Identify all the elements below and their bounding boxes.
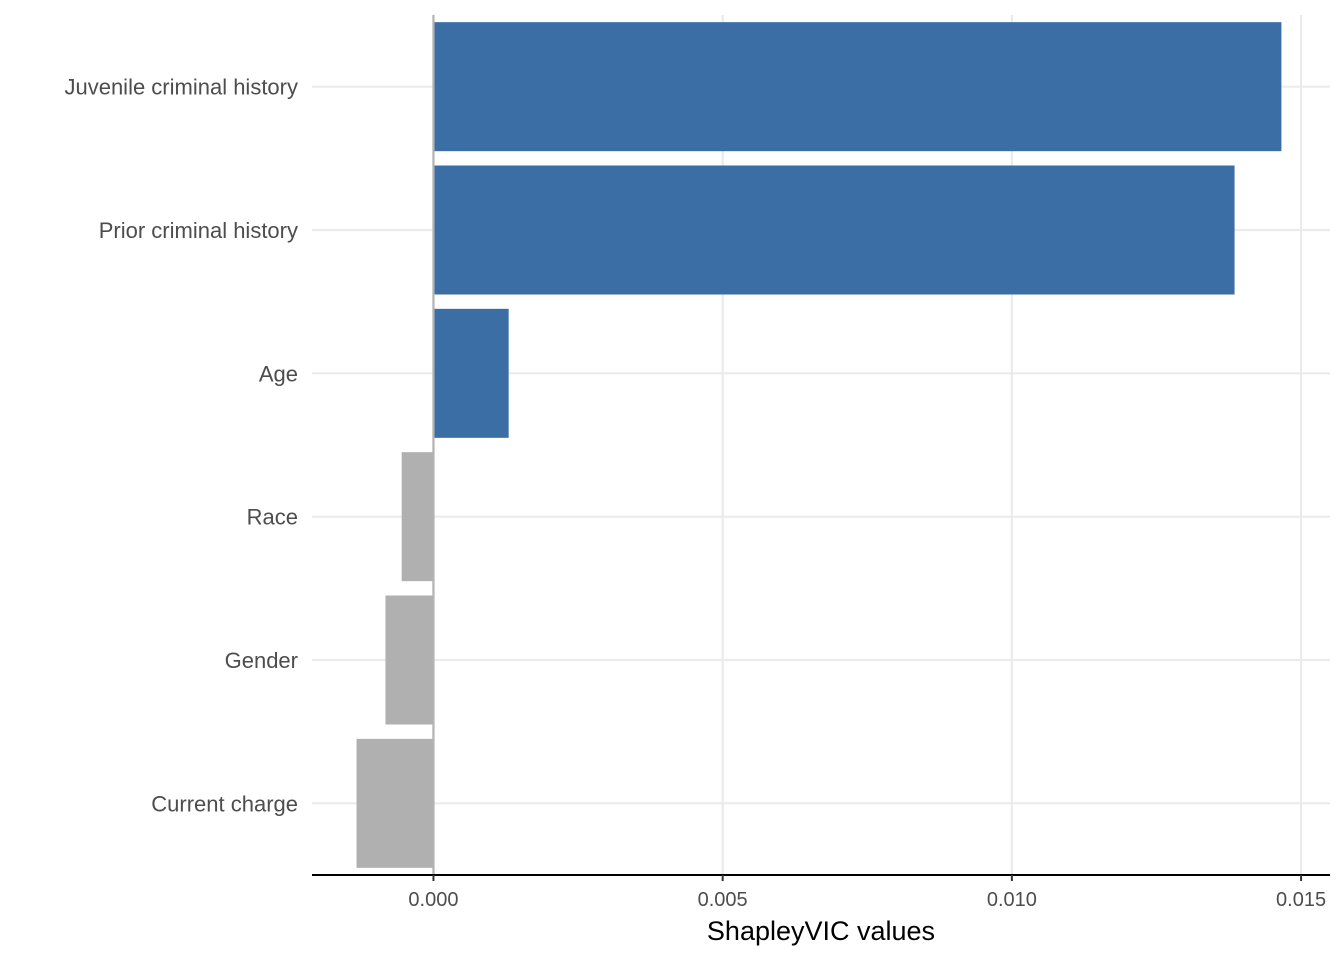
- y-tick-label: Juvenile criminal history: [64, 75, 298, 100]
- y-tick-label: Prior criminal history: [99, 218, 298, 243]
- bar: [356, 738, 434, 868]
- x-tick-label: 0.015: [1276, 889, 1326, 911]
- x-tick-label: 0.000: [408, 889, 458, 911]
- y-tick-label: Age: [259, 361, 298, 386]
- x-axis-title: ShapleyVIC values: [707, 916, 935, 946]
- labels-layer: 0.000 0.005 0.010 0.015 Juvenile criminal hi…: [64, 75, 1326, 911]
- y-tick-label: Race: [247, 505, 298, 530]
- bar: [433, 22, 1282, 152]
- axes-layer: [312, 15, 1330, 881]
- x-tick-label: 0.005: [698, 889, 748, 911]
- bar: [385, 595, 434, 725]
- y-tick-label: Gender: [225, 648, 298, 673]
- x-tick-label: 0.010: [987, 889, 1037, 911]
- bar: [433, 165, 1235, 295]
- bar: [401, 452, 434, 582]
- bar: [433, 308, 509, 438]
- y-tick-label: Current charge: [151, 791, 298, 816]
- bars-layer: [356, 22, 1282, 868]
